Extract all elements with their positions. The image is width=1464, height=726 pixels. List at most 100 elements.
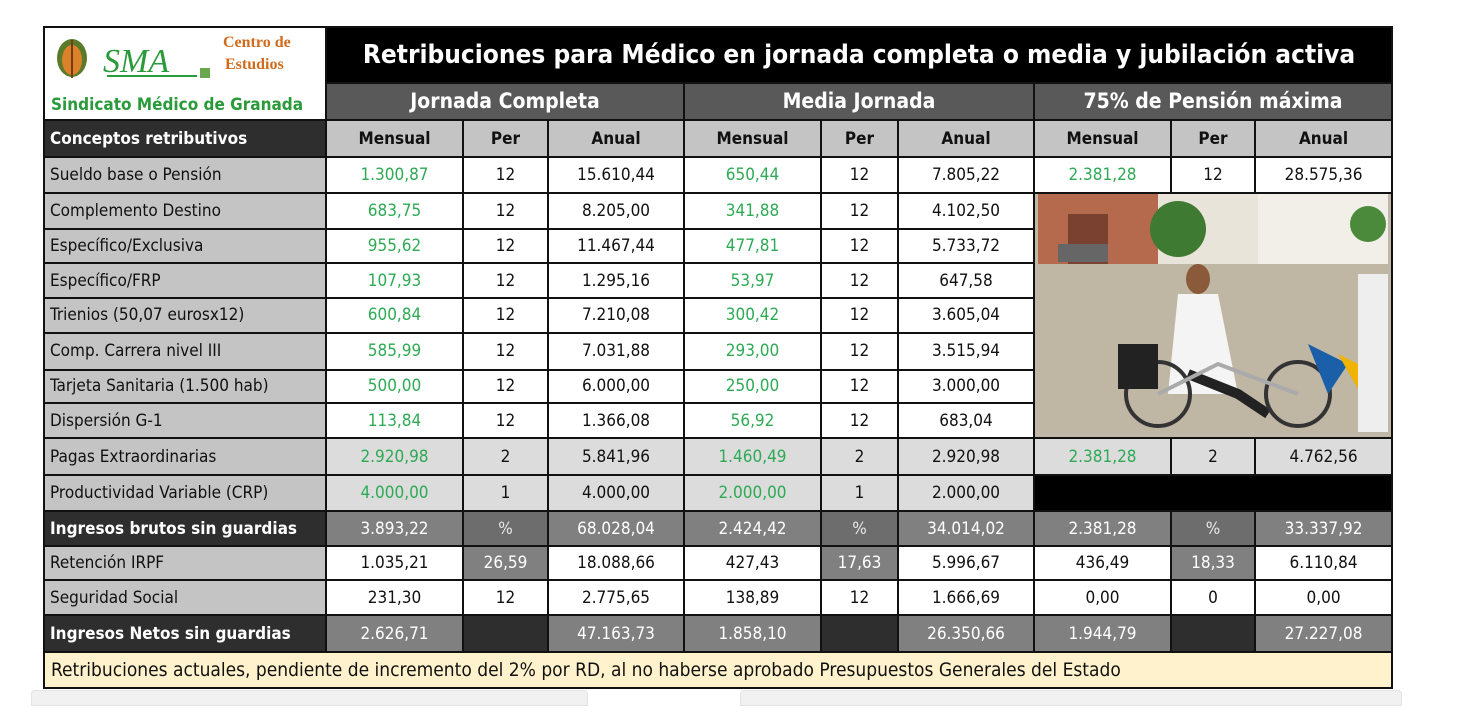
table-cell: 7.805,22	[897, 156, 1035, 194]
table-cell: 2.381,28	[1033, 156, 1172, 194]
salary-table-image: SMA Centro de Estudios Sindicato Médico …	[42, 26, 1394, 689]
sma-logo-icon: SMA	[57, 39, 210, 80]
table-cell: 8.205,00	[547, 192, 685, 230]
table-cell: 28.575,36	[1253, 156, 1394, 194]
row-label: Ingresos brutos sin guardias	[43, 510, 327, 547]
scrollbar-right[interactable]	[740, 690, 1402, 706]
table-row: Retención IRPF 1.035,21 26,59 18.088,66 427,…	[43, 545, 1394, 581]
column-header: Per	[1170, 119, 1256, 158]
table-cell: 6.110,84	[1253, 545, 1394, 581]
table-cell: 341,88	[683, 192, 822, 230]
table-cell: 18.088,66	[547, 545, 685, 581]
table-cell: %	[820, 510, 899, 547]
row-label: Específico/FRP	[43, 262, 327, 300]
table-cell: 650,44	[683, 156, 822, 194]
table-cell: 683,75	[325, 192, 464, 230]
table-cell: 2	[462, 437, 549, 476]
table-row: Complemento Destino 683,75 12 8.205,00 341,8…	[43, 192, 1394, 439]
table-cell: 2.000,00	[683, 474, 822, 512]
row-label: Tarjeta Sanitaria (1.500 hab)	[43, 368, 327, 405]
table-cell: 107,93	[325, 262, 464, 300]
salary-table: SMA Centro de Estudios Sindicato Médico …	[42, 26, 1394, 689]
table-row: Seguridad Social 231,30 12 2.775,65 138,89 12…	[43, 579, 1394, 616]
table-cell: 2.920,98	[325, 437, 464, 476]
logo-org: Sindicato Médico de Granada	[51, 95, 304, 115]
table-cell: 1.366,08	[547, 402, 685, 439]
table-cell: 5.996,67	[897, 545, 1035, 581]
table-cell: 250,00	[683, 368, 822, 405]
table-cell: 26.350,66	[897, 614, 1035, 653]
table-cell: 1	[820, 474, 899, 512]
row-label: Sueldo base o Pensión	[43, 156, 327, 194]
table-cell: 1.300,87	[325, 156, 464, 194]
table-cell: 1.035,21	[325, 545, 464, 581]
table-row: Tarjeta Sanitaria (1.500 hab) 500,00 12 6.0…	[43, 368, 1392, 405]
table-cell: 7.210,08	[547, 297, 685, 334]
table-cell: 4.000,00	[547, 474, 685, 512]
row-label: Dispersión G-1	[43, 402, 327, 439]
table-cell: 138,89	[683, 579, 822, 616]
table-cell: 427,43	[683, 545, 822, 581]
doctor-bicycle-photo	[1032, 192, 1394, 439]
row-label: Pagas Extraordinarias	[43, 437, 327, 476]
table-cell: 12	[462, 227, 549, 265]
table-cell: 12	[820, 368, 899, 405]
table-cell: 2.424,42	[683, 510, 822, 547]
table-cell: 2.920,98	[897, 437, 1035, 476]
table-cell: 2.381,28	[1033, 510, 1172, 547]
table-cell: 2.626,71	[325, 614, 464, 653]
page-title: Retribuciones para Médico en jornada com…	[324, 26, 1394, 84]
table-row: Sueldo base o Pensión 1.300,87 12 15.610,44…	[43, 156, 1394, 194]
scrollbar-left[interactable]	[31, 690, 588, 706]
row-label: Trienios (50,07 eurosx12)	[43, 297, 327, 334]
table-cell: 18,33	[1170, 545, 1256, 581]
column-header: Per	[820, 119, 899, 158]
table-cell: 3.515,94	[897, 331, 1035, 371]
table-cell: 231,30	[325, 579, 464, 616]
table-cell: 12	[462, 579, 549, 616]
table-cell: 1.460,49	[683, 437, 822, 476]
table-cell: 2.775,65	[547, 579, 685, 616]
table-cell: 11.467,44	[547, 227, 685, 265]
table-row: Específico/Exclusiva 955,62 12 11.467,44 477…	[43, 227, 1392, 265]
table-cell: 4.762,56	[1253, 437, 1394, 476]
table-cell: 1.944,79	[1033, 614, 1172, 653]
group-pension: 75% de Pensión máxima	[1032, 81, 1394, 122]
table-cell: 12	[820, 331, 899, 371]
table-cell: 3.893,22	[325, 510, 464, 547]
table-cell: 56,92	[683, 402, 822, 439]
table-cell: 477,81	[683, 227, 822, 265]
table-cell: %	[1170, 510, 1256, 547]
table-cell: 4.102,50	[897, 192, 1035, 230]
table-row: Productividad Variable (CRP) 4.000,00 1 4.0…	[43, 474, 1394, 512]
table-cell: 33.337,92	[1253, 510, 1394, 547]
table-cell: 12	[462, 331, 549, 371]
column-header: Conceptos retributivos	[43, 119, 327, 158]
table-cell: 27.227,08	[1253, 614, 1394, 653]
table-cell: 2	[820, 437, 899, 476]
table-cell: 585,99	[325, 331, 464, 371]
table-cell: 12	[1170, 156, 1256, 194]
svg-text:SMA: SMA	[103, 43, 169, 80]
table-cell: 3.000,00	[897, 368, 1035, 405]
table-cell: 2.000,00	[897, 474, 1035, 512]
table-cell	[462, 614, 549, 653]
group-jornada-completa: Jornada Completa	[325, 81, 685, 122]
table-cell: 12	[820, 156, 899, 194]
column-header: Anual	[547, 119, 685, 158]
table-cell: 53,97	[683, 262, 822, 300]
photo-icon	[1038, 195, 1389, 432]
column-header: Mensual	[1033, 119, 1172, 158]
table-cell: 12	[462, 192, 549, 230]
table-cell: 68.028,04	[547, 510, 685, 547]
table-cell: 600,84	[325, 297, 464, 334]
table-cell: 500,00	[325, 368, 464, 405]
table-cell: 113,84	[325, 402, 464, 439]
logo-line2: Estudios	[225, 56, 284, 73]
table-cell: 4.000,00	[325, 474, 464, 512]
table-cell: 12	[462, 402, 549, 439]
table-cell: 26,59	[462, 545, 549, 581]
table-cell: %	[462, 510, 549, 547]
table-cell: 0,00	[1253, 579, 1394, 616]
table-cell	[820, 614, 899, 653]
